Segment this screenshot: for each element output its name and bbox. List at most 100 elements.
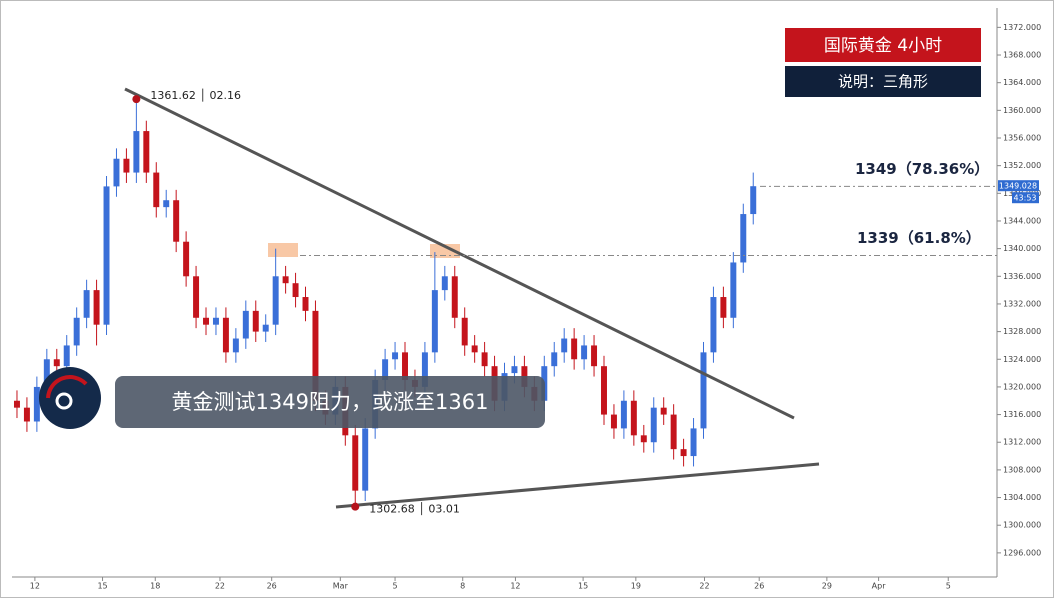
- candle-body: [481, 352, 488, 367]
- y-tick-label: 1336.000: [1003, 272, 1041, 281]
- price-tag-label: 1349.028: [999, 182, 1037, 191]
- candle-body: [272, 276, 279, 325]
- candle-body: [750, 186, 757, 215]
- title: 国际黄金 4小时: [824, 36, 942, 56]
- candle-body: [292, 283, 299, 298]
- candle-body: [630, 400, 637, 436]
- candle-body: [33, 386, 40, 422]
- candle-body: [421, 352, 428, 387]
- y-tick-label: 1308.000: [1003, 465, 1041, 474]
- x-tick-label: 19: [631, 582, 641, 591]
- trend-line: [124, 87, 795, 420]
- candle-body: [73, 317, 80, 346]
- candle-body: [561, 338, 568, 353]
- level-label: 1339（61.8%）: [857, 229, 981, 247]
- candle-body: [103, 186, 110, 325]
- candle-body: [352, 435, 359, 491]
- candle-body: [232, 338, 239, 353]
- candle-body: [710, 297, 717, 353]
- y-tick-label: 1328.000: [1003, 327, 1041, 336]
- candle-body: [262, 324, 269, 332]
- x-tick-label: Mar: [333, 582, 349, 591]
- x-tick-label: 15: [97, 582, 107, 591]
- price-tag: [998, 180, 1039, 192]
- x-tick-label: 22: [215, 582, 225, 591]
- candle-body: [23, 407, 30, 422]
- candle-body: [670, 414, 677, 450]
- candle-body: [441, 276, 448, 291]
- candle-body: [242, 310, 249, 339]
- candle-body: [43, 359, 50, 387]
- candle-body: [83, 290, 90, 318]
- candle-body: [581, 345, 588, 360]
- candle-body: [610, 414, 617, 429]
- candle-body: [720, 297, 727, 318]
- candle-body: [650, 407, 657, 443]
- x-tick-label: 26: [267, 582, 277, 591]
- x-tick-label: Apr: [872, 582, 887, 591]
- candle-body: [312, 310, 319, 401]
- subtitle: 说明：三角形: [838, 73, 928, 91]
- candle-body: [591, 345, 598, 367]
- candle-body: [601, 366, 607, 415]
- x-tick-label: 22: [699, 582, 709, 591]
- y-tick-label: 1352.000: [1003, 161, 1041, 170]
- candle-body: [511, 366, 518, 374]
- peak-marker: [132, 95, 141, 104]
- highlight: [268, 243, 298, 257]
- subtitle-box: [785, 66, 981, 97]
- candle-body: [402, 352, 408, 381]
- headline-box: [115, 376, 545, 428]
- trough-marker: [351, 502, 360, 511]
- logo-arc: [46, 375, 88, 399]
- candle-body: [362, 428, 369, 491]
- y-tick-label: 1316.000: [1003, 410, 1041, 419]
- candle-body: [123, 158, 130, 173]
- x-tick-label: 18: [150, 582, 160, 591]
- candle-body: [193, 276, 200, 318]
- candle-body: [13, 400, 20, 408]
- candle-body: [690, 428, 697, 457]
- y-tick-label: 1312.000: [1003, 438, 1041, 447]
- logo-eye: [55, 392, 73, 410]
- highlight: [430, 244, 460, 258]
- candle-body: [571, 338, 578, 360]
- candle-body: [113, 158, 120, 187]
- candle-body: [212, 317, 219, 325]
- candle-body: [431, 290, 438, 353]
- y-tick-label: 1368.000: [1003, 51, 1041, 60]
- peak-label: 1361.62 │ 02.16: [150, 88, 241, 102]
- y-tick-label: 1372.000: [1003, 23, 1041, 32]
- candle-body: [620, 400, 627, 429]
- y-tick-label: 1332.000: [1003, 299, 1041, 308]
- y-tick-label: 1364.000: [1003, 78, 1041, 87]
- candle-body: [700, 352, 707, 429]
- candle-body: [183, 241, 190, 277]
- candle-body: [252, 310, 259, 332]
- y-tick-label: 1300.000: [1003, 521, 1041, 530]
- candle-body: [640, 435, 647, 443]
- candle-body: [471, 345, 478, 353]
- candle-body: [730, 262, 737, 318]
- candle-body: [660, 407, 667, 415]
- trend-line: [335, 462, 820, 509]
- candle-body: [451, 276, 458, 318]
- candle-body: [143, 131, 150, 173]
- x-tick-label: 8: [460, 582, 465, 591]
- x-tick-label: 15: [578, 582, 588, 591]
- candle-body: [302, 297, 309, 311]
- candle-body: [53, 359, 60, 367]
- countdown-label: 43:53: [1013, 194, 1036, 203]
- x-tick-label: 12: [510, 582, 520, 591]
- countdown-tag: [1012, 192, 1039, 204]
- candle-body: [173, 200, 180, 242]
- candle-body: [382, 359, 389, 381]
- candle-body: [392, 352, 399, 360]
- candle-body: [461, 317, 468, 346]
- candle-body: [680, 449, 687, 457]
- candle-body: [63, 345, 70, 367]
- x-tick-label: 5: [393, 582, 398, 591]
- headline: 黄金测试1349阻力，或涨至1361: [172, 390, 489, 414]
- x-tick-label: 29: [822, 582, 832, 591]
- y-tick-label: 1360.000: [1003, 106, 1041, 115]
